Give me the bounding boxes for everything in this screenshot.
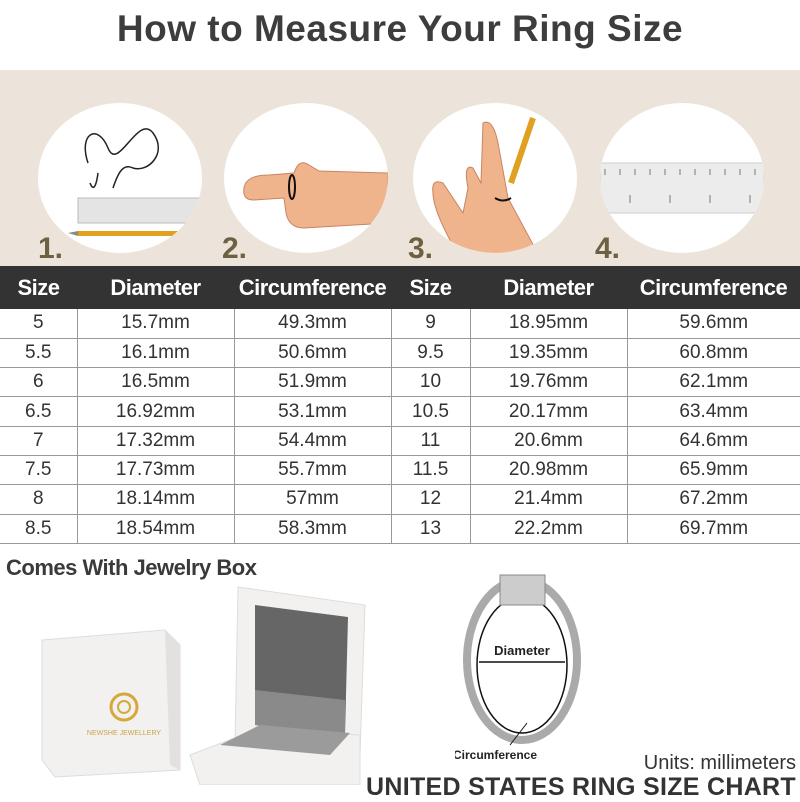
table-cell: 21.4mm <box>469 484 628 515</box>
table-cell: 60.8mm <box>626 338 800 369</box>
units-note: Units: millimeters <box>643 752 796 774</box>
table-cell: 18.14mm <box>76 484 235 515</box>
table-cell: 7.5 <box>0 455 78 486</box>
ring-diagram: Diameter Circumference <box>455 574 581 762</box>
step-1-illustration <box>38 103 202 253</box>
ring-size-table: Size Diameter Circumference Size Diameter Cir… <box>0 266 800 544</box>
table-cell: 8 <box>0 484 78 515</box>
table-cell: 51.9mm <box>233 367 392 398</box>
chart-title: UNITED STATES RING SIZE CHART <box>365 773 796 801</box>
step-2-illustration <box>224 103 388 253</box>
table-cell: 16.1mm <box>76 338 235 369</box>
table-cell: 65.9mm <box>626 455 800 486</box>
table-cell: 18.95mm <box>469 309 628 339</box>
table-cell: 57mm <box>233 484 392 515</box>
table-cell: 19.76mm <box>469 367 628 398</box>
table-cell: 15.7mm <box>76 309 235 339</box>
table-row: 8 18.14mm 57mm 12 21.4mm 67.2mm <box>0 484 800 515</box>
table-row: 6.5 16.92mm 53.1mm 10.5 20.17mm 63.4mm <box>0 396 800 427</box>
table-cell: 64.6mm <box>626 426 800 456</box>
table-cell: 62.1mm <box>626 367 800 398</box>
table-row: 7.5 17.73mm 55.7mm 11.5 20.98mm 65.9mm <box>0 455 800 486</box>
table-cell: 55.7mm <box>233 455 392 486</box>
column-header: Circumference <box>234 266 391 309</box>
table-cell: 10.5 <box>390 396 471 427</box>
table-cell: 5 <box>0 309 78 339</box>
table-row: 5.5 16.1mm 50.6mm 9.5 19.35mm 60.8mm <box>0 338 800 369</box>
table-cell: 12 <box>390 484 471 515</box>
table-cell: 18.54mm <box>76 514 235 544</box>
step-number: 1. <box>38 232 64 265</box>
table-row: 6 16.5mm 51.9mm 10 19.76mm 62.1mm <box>0 367 800 398</box>
table-cell: 58.3mm <box>233 514 392 544</box>
step-4-illustration <box>600 103 764 253</box>
table-cell: 6 <box>0 367 78 398</box>
table-cell: 67.2mm <box>626 484 800 515</box>
table-cell: 6.5 <box>0 396 78 427</box>
circumference-label: Circumference <box>455 748 537 762</box>
column-header: Size <box>391 266 470 309</box>
table-cell: 19.35mm <box>469 338 628 369</box>
step-number: 4. <box>595 232 621 265</box>
string-ruler-pencil-icon <box>68 128 202 236</box>
table-cell: 11 <box>390 426 471 456</box>
table-cell: 49.3mm <box>233 309 392 339</box>
table-cell: 20.98mm <box>469 455 628 486</box>
step-number: 2. <box>222 232 248 265</box>
column-header: Circumference <box>627 266 800 309</box>
box-brand: NEWSHE JEWELLERY <box>87 730 161 737</box>
table-cell: 8.5 <box>0 514 78 544</box>
table-cell: 7 <box>0 426 78 456</box>
table-cell: 9.5 <box>390 338 471 369</box>
table-cell: 16.92mm <box>76 396 235 427</box>
table-cell: 17.73mm <box>76 455 235 486</box>
page-title: How to Measure Your Ring Size <box>116 8 684 49</box>
column-header: Diameter <box>470 266 627 309</box>
table-row: 5 15.7mm 49.3mm 9 18.95mm 59.6mm <box>0 309 800 339</box>
table-cell: 9 <box>390 309 471 339</box>
table-cell: 11.5 <box>390 455 471 486</box>
jewelry-box-heading: Comes With Jewelry Box <box>6 555 257 580</box>
table-cell: 10 <box>390 367 471 398</box>
step-number: 3. <box>408 232 434 265</box>
table-cell: 20.17mm <box>469 396 628 427</box>
jewelry-box-illustration: NEWSHE JEWELLERY <box>41 586 366 785</box>
table-cell: 69.7mm <box>626 514 800 544</box>
finger-marking-pencil-icon <box>432 117 539 253</box>
table-cell: 20.6mm <box>469 426 628 456</box>
table-row: 7 17.32mm 54.4mm 11 20.6mm 64.6mm <box>0 426 800 456</box>
table-cell: 50.6mm <box>233 338 392 369</box>
table-cell: 17.32mm <box>76 426 235 456</box>
steps-band: 1. 2. 3. 4. <box>0 70 800 266</box>
column-header: Size <box>0 266 77 309</box>
step-3-illustration <box>413 103 577 253</box>
diameter-label: Diameter <box>494 643 550 658</box>
table-cell: 22.2mm <box>469 514 628 544</box>
table-cell: 5.5 <box>0 338 78 369</box>
table-row: 8.5 18.54mm 58.3mm 13 22.2mm 69.7mm <box>0 514 800 544</box>
table-cell: 54.4mm <box>233 426 392 456</box>
circumference-arrow-icon <box>509 722 528 746</box>
column-header: Diameter <box>77 266 234 309</box>
table-cell: 59.6mm <box>626 309 800 339</box>
ruler-icon <box>600 162 764 214</box>
table-cell: 13 <box>390 514 471 544</box>
table-cell: 63.4mm <box>626 396 800 427</box>
table-cell: 53.1mm <box>233 396 392 427</box>
hand-with-ring-icon <box>243 162 388 229</box>
brand-logo-icon <box>109 692 139 722</box>
table-cell: 16.5mm <box>76 367 235 398</box>
